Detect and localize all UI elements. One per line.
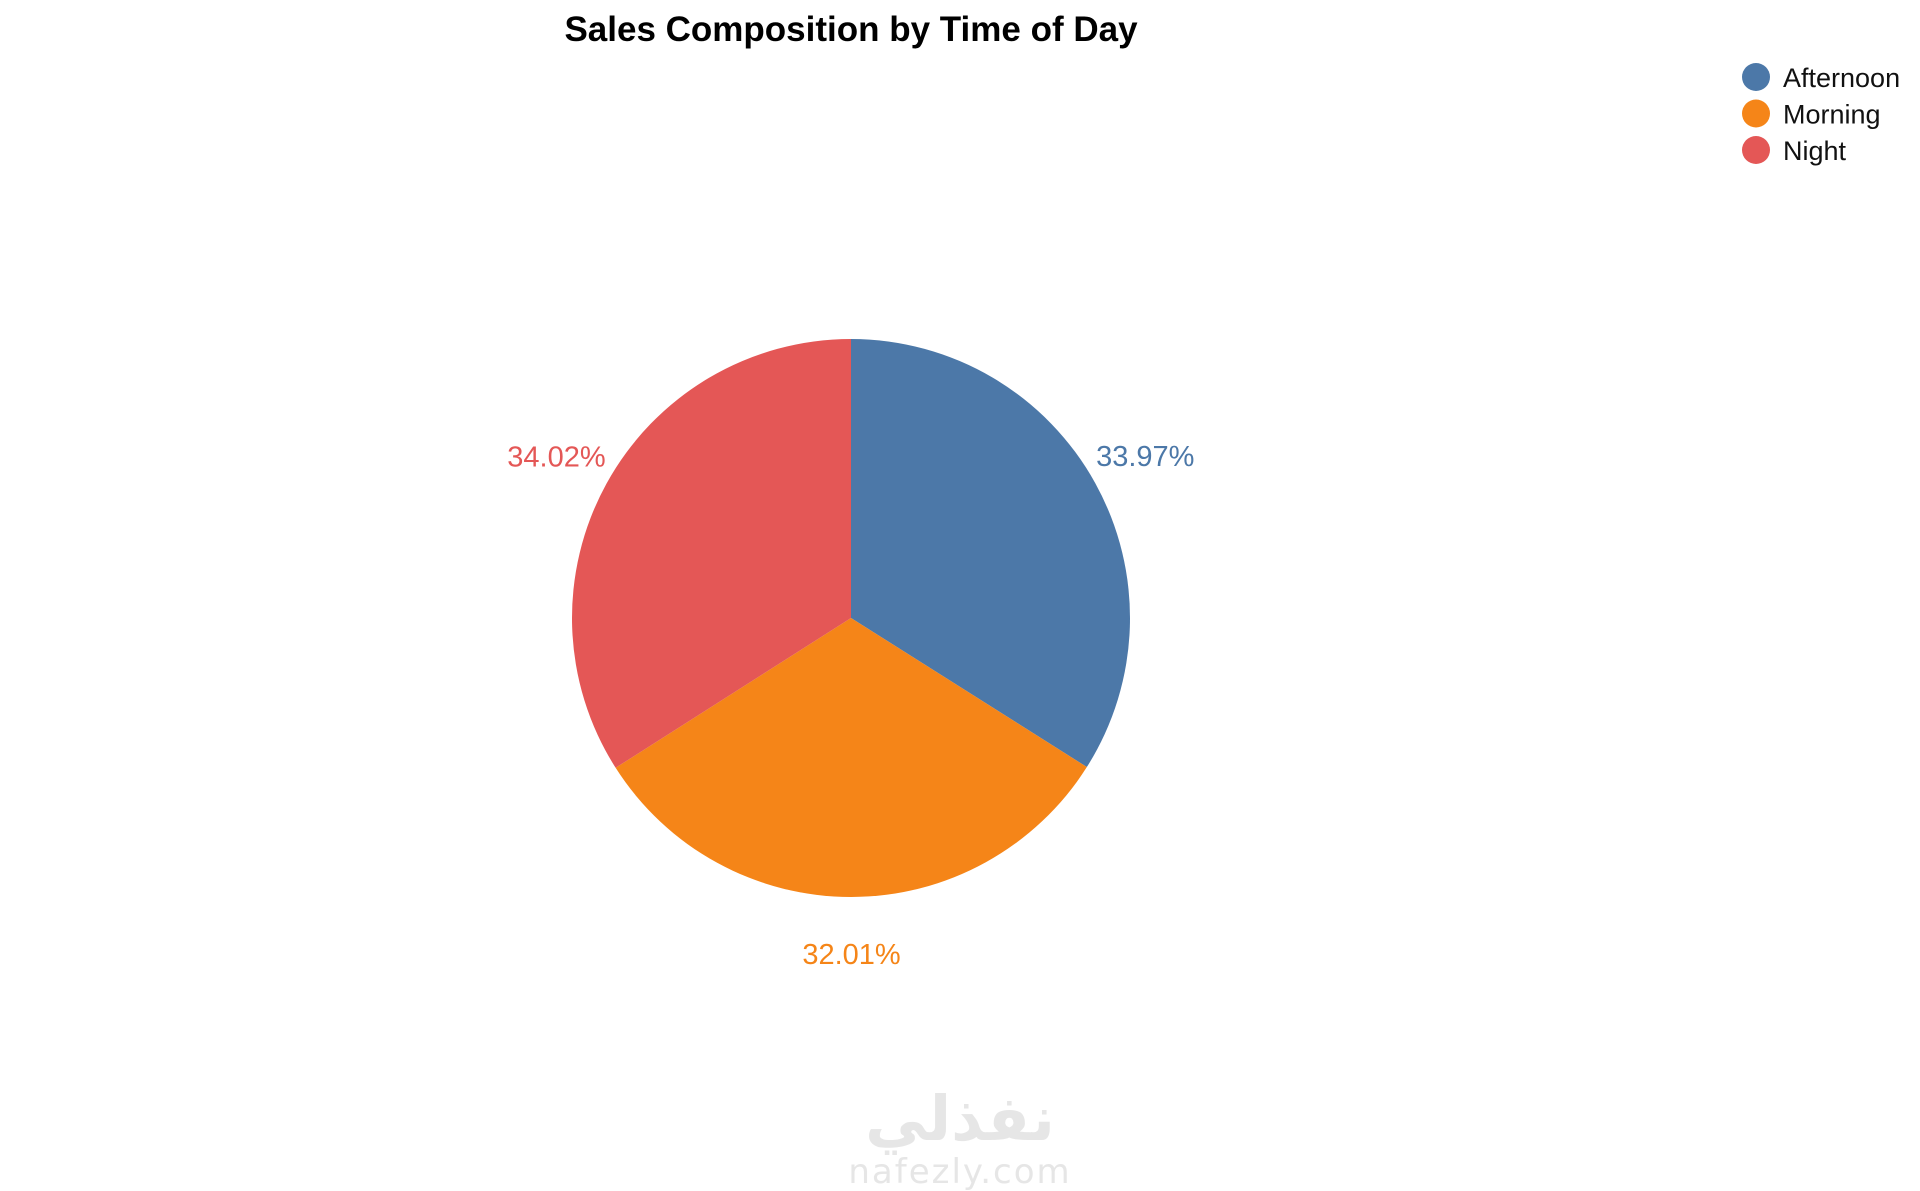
pie-slice-night — [572, 339, 851, 768]
legend-label-afternoon: Afternoon — [1783, 63, 1900, 93]
slice-label-afternoon: 33.97% — [1096, 441, 1194, 473]
svg-text:nafezly.com: nafezly.com — [848, 1152, 1071, 1191]
legend-label-night: Night — [1783, 136, 1847, 166]
watermark-logo: نفذلي nafezly.com — [848, 1082, 1071, 1191]
legend-swatch-night — [1742, 136, 1770, 164]
pie-slice-afternoon — [851, 339, 1131, 768]
legend-swatch-afternoon — [1742, 63, 1770, 91]
pie-slices — [572, 339, 1131, 897]
slice-label-morning: 32.01% — [802, 939, 900, 971]
slice-label-night: 34.02% — [507, 441, 605, 473]
pie-slice-morning — [615, 618, 1087, 897]
slice-labels: 33.97% 32.01% 34.02% — [507, 441, 1194, 971]
legend-label-morning: Morning — [1783, 100, 1881, 130]
legend: Afternoon Morning Night — [1742, 63, 1900, 166]
legend-swatch-morning — [1742, 99, 1770, 128]
chart-title: Sales Composition by Time of Day — [564, 10, 1138, 49]
svg-text:نفذلي: نفذلي — [865, 1082, 1055, 1155]
